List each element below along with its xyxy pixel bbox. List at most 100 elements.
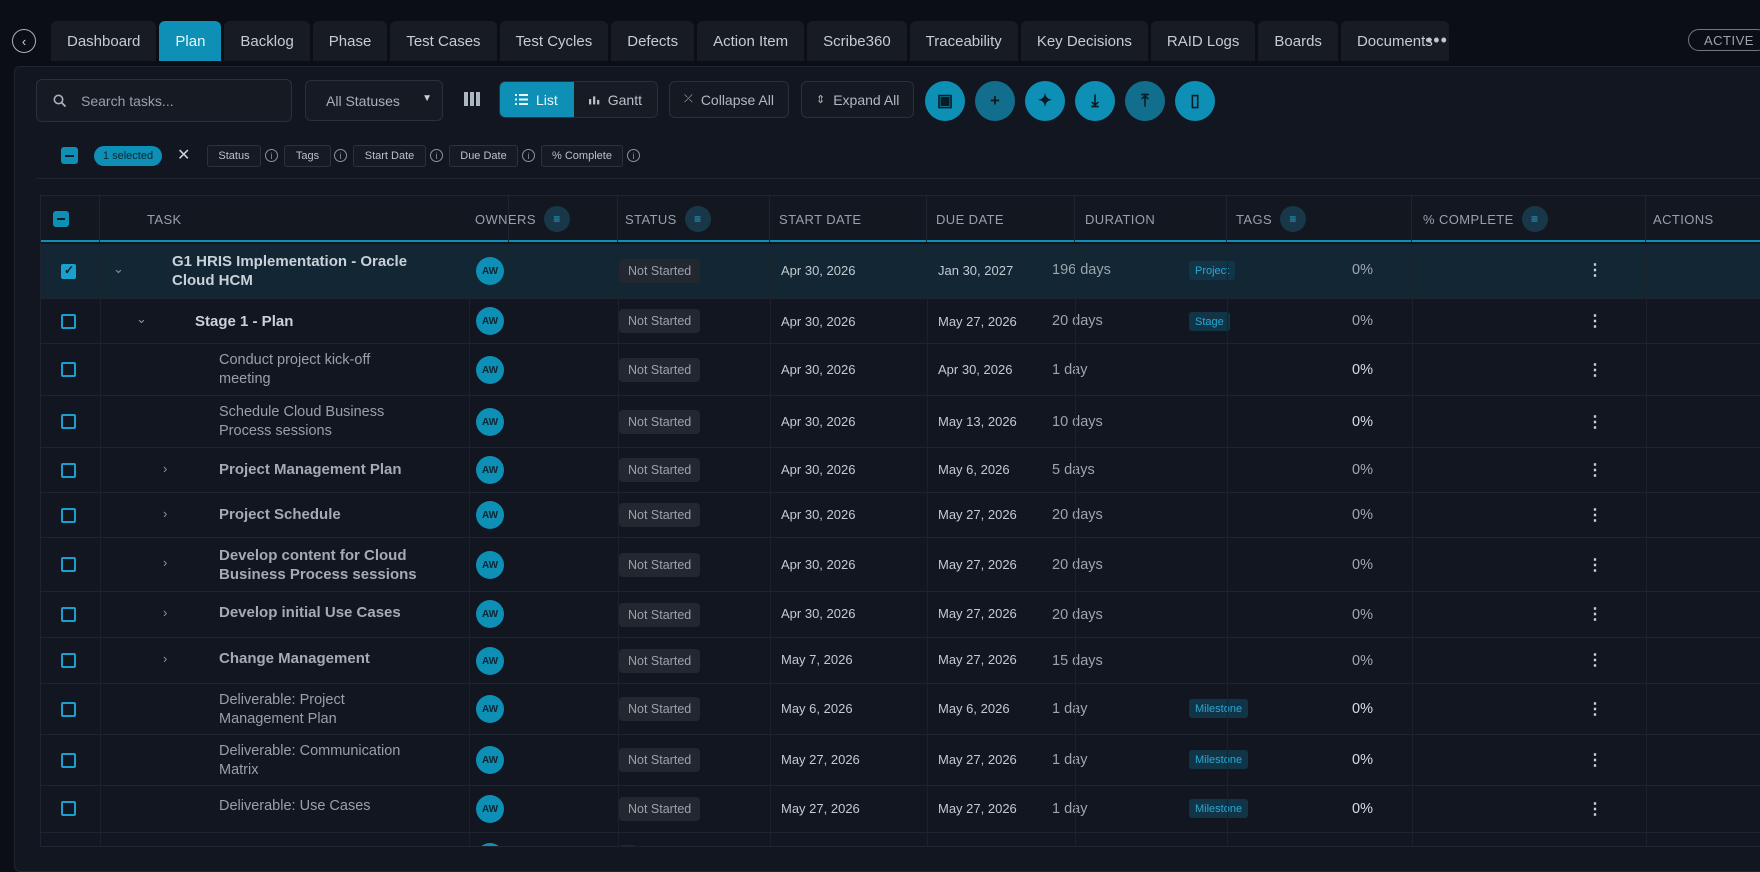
chevron-right-icon[interactable]: › <box>163 555 168 570</box>
percent-complete[interactable]: 0% <box>1352 414 1373 430</box>
percent-complete[interactable]: 0% <box>1352 801 1373 817</box>
avatar[interactable] <box>476 843 504 846</box>
tab-test-cases[interactable]: Test Cases <box>390 21 497 61</box>
status-badge[interactable]: Not Started <box>619 358 701 382</box>
percent-complete[interactable]: 0% <box>1352 507 1373 523</box>
more-actions-icon[interactable]: ⋮ <box>1587 462 1603 479</box>
more-actions-icon[interactable]: ⋮ <box>1587 606 1603 623</box>
tab-action-item[interactable]: Action Item <box>697 21 805 61</box>
more-tabs-icon[interactable]: ••• <box>1426 30 1448 50</box>
start-date[interactable]: Apr 30, 2026 <box>781 314 856 329</box>
bulk-start-date-button[interactable]: Start Date <box>353 145 426 167</box>
percent-complete[interactable]: 0% <box>1352 701 1373 717</box>
avatar[interactable]: AW <box>476 647 504 675</box>
tab-backlog[interactable]: Backlog <box>224 21 310 61</box>
row-checkbox[interactable] <box>61 414 76 429</box>
more-actions-icon[interactable]: ⋮ <box>1587 801 1603 818</box>
table-row[interactable]: › Project Schedule AW Not Started Apr 30… <box>41 493 1760 538</box>
collapse-all-button[interactable]: ⤫ Collapse All <box>669 81 789 118</box>
tab-phase[interactable]: Phase <box>312 21 388 61</box>
avatar[interactable]: AW <box>476 257 504 285</box>
more-actions-icon[interactable]: ⋮ <box>1587 652 1603 669</box>
table-row[interactable] <box>41 833 1760 846</box>
percent-complete[interactable]: 0% <box>1352 262 1373 278</box>
table-row[interactable]: ⌄ Stage 1 - Plan AW Not Started Apr 30, … <box>41 299 1760 344</box>
due-date[interactable]: May 27, 2026 <box>938 752 1017 767</box>
table-row[interactable]: › Change Management AW Not Started May 7… <box>41 638 1760 684</box>
gantt-view-button[interactable]: Gantt <box>574 82 657 117</box>
list-view-button[interactable]: List <box>500 82 574 117</box>
task-name[interactable]: G1 HRIS Implementation - Oracle Cloud HC… <box>172 253 408 289</box>
status-badge[interactable]: Not Started <box>619 309 701 333</box>
table-row[interactable]: ⌄ G1 HRIS Implementation - Oracle Cloud … <box>41 244 1760 299</box>
status-filter-select[interactable]: All Statuses ▼ <box>305 80 443 121</box>
table-row[interactable]: Schedule Cloud Business Process sessions… <box>41 396 1760 448</box>
more-actions-icon[interactable]: ⋮ <box>1587 362 1603 379</box>
row-checkbox[interactable] <box>61 653 76 668</box>
status-badge[interactable] <box>619 845 637 846</box>
due-date[interactable]: May 27, 2026 <box>938 606 1017 621</box>
ai-sparkle-icon[interactable]: ✦ <box>1025 81 1065 121</box>
task-name[interactable]: Change Management <box>219 650 370 667</box>
table-row[interactable]: Conduct project kick-off meeting AW Not … <box>41 344 1760 396</box>
chevron-right-icon[interactable]: › <box>163 651 168 666</box>
task-name[interactable]: Conduct project kick-off meeting <box>219 352 371 387</box>
percent-complete[interactable]: 0% <box>1352 653 1373 669</box>
tab-traceability[interactable]: Traceability <box>909 21 1018 61</box>
tab-raid-logs[interactable]: RAID Logs <box>1150 21 1256 61</box>
avatar[interactable]: AW <box>476 746 504 774</box>
task-name[interactable]: Stage 1 - Plan <box>195 313 294 330</box>
avatar[interactable]: AW <box>476 551 504 579</box>
header-complete[interactable]: % COMPLETE ≡ <box>1412 196 1646 242</box>
select-all-checkbox[interactable] <box>61 147 78 164</box>
start-date[interactable]: Apr 30, 2026 <box>781 414 856 429</box>
status-badge[interactable]: Not Started <box>619 259 701 283</box>
chevron-down-icon[interactable]: ⌄ <box>113 261 124 276</box>
header-status[interactable]: STATUS ≡ <box>618 196 770 242</box>
header-select-all-checkbox[interactable] <box>53 211 69 227</box>
tab-test-cycles[interactable]: Test Cycles <box>499 21 609 61</box>
header-due-date[interactable]: DUE DATE <box>927 196 1075 242</box>
task-name[interactable]: Schedule Cloud Business Process sessions <box>219 404 385 439</box>
due-date[interactable]: May 6, 2026 <box>938 462 1010 477</box>
status-badge[interactable]: Not Started <box>619 697 701 721</box>
status-badge[interactable]: Not Started <box>619 603 701 627</box>
columns-icon[interactable] <box>464 92 480 108</box>
tab-plan[interactable]: Plan <box>159 21 222 61</box>
tab-dashboard[interactable]: Dashboard <box>51 21 157 61</box>
due-date[interactable]: May 27, 2026 <box>938 507 1017 522</box>
start-date[interactable]: May 7, 2026 <box>781 652 853 667</box>
chevron-right-icon[interactable]: › <box>163 506 168 521</box>
due-date[interactable]: May 27, 2026 <box>938 314 1017 329</box>
percent-complete[interactable]: 0% <box>1352 462 1373 478</box>
download-icon[interactable]: ⤓ <box>1075 81 1115 121</box>
more-actions-icon[interactable]: ⋮ <box>1587 262 1603 279</box>
status-badge[interactable]: Not Started <box>619 797 701 821</box>
start-date[interactable]: Apr 30, 2026 <box>781 606 856 621</box>
start-date[interactable]: May 27, 2026 <box>781 801 860 816</box>
avatar[interactable]: AW <box>476 408 504 436</box>
due-date[interactable]: May 27, 2026 <box>938 801 1017 816</box>
due-date[interactable]: Apr 30, 2026 <box>938 362 1013 377</box>
due-date[interactable]: Jan 30, 2027 <box>938 263 1014 278</box>
row-checkbox[interactable] <box>61 753 76 768</box>
row-checkbox[interactable] <box>61 557 76 572</box>
row-checkbox[interactable] <box>61 463 76 478</box>
filter-icon[interactable]: ≡ <box>684 206 711 232</box>
start-date[interactable]: Apr 30, 2026 <box>781 263 856 278</box>
start-date[interactable]: Apr 30, 2026 <box>781 557 856 572</box>
filter-icon[interactable]: ≡ <box>1280 206 1307 232</box>
start-date[interactable]: Apr 30, 2026 <box>781 507 856 522</box>
header-duration[interactable]: DURATION <box>1075 196 1227 242</box>
avatar[interactable]: AW <box>476 795 504 823</box>
add-icon[interactable]: + <box>975 81 1015 121</box>
percent-complete[interactable]: 0% <box>1352 557 1373 573</box>
status-badge[interactable]: Not Started <box>619 410 701 434</box>
status-badge[interactable]: Not Started <box>619 503 701 527</box>
task-name[interactable]: Deliverable: Project Management Plan <box>219 692 345 727</box>
bulk-tags-button[interactable]: Tags <box>284 145 331 167</box>
table-row[interactable]: Deliverable: Communication Matrix AW Not… <box>41 735 1760 786</box>
more-actions-icon[interactable]: ⋮ <box>1587 414 1603 431</box>
more-actions-icon[interactable]: ⋮ <box>1587 752 1603 769</box>
tab-defects[interactable]: Defects <box>611 21 695 61</box>
